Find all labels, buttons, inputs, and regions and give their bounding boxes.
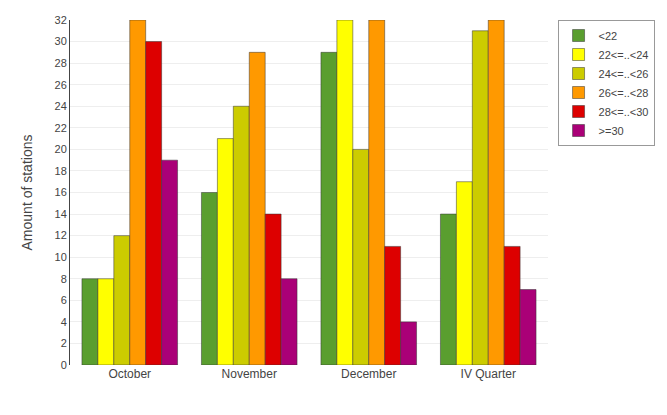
- svg-text:26: 26: [55, 79, 67, 91]
- svg-text:28<=..<30: 28<=..<30: [599, 106, 649, 118]
- svg-text:24<=..<26: 24<=..<26: [599, 68, 649, 80]
- svg-text:6: 6: [61, 294, 67, 306]
- svg-text:Amount of stations: Amount of stations: [19, 135, 35, 251]
- svg-text:14: 14: [55, 208, 67, 220]
- svg-text:2: 2: [61, 337, 67, 349]
- svg-text:22<=..<24: 22<=..<24: [599, 49, 649, 61]
- svg-text:10: 10: [55, 251, 67, 263]
- svg-text:0: 0: [61, 359, 67, 371]
- svg-text:24: 24: [55, 100, 67, 112]
- svg-text:4: 4: [61, 316, 67, 328]
- svg-text:20: 20: [55, 143, 67, 155]
- svg-text:>=30: >=30: [599, 125, 624, 137]
- svg-text:26<=..<28: 26<=..<28: [599, 87, 649, 99]
- svg-text:28: 28: [55, 57, 67, 69]
- svg-text:16: 16: [55, 186, 67, 198]
- svg-text:October: October: [108, 367, 151, 381]
- svg-text:32: 32: [55, 14, 67, 26]
- svg-text:<22: <22: [599, 30, 618, 42]
- svg-text:12: 12: [55, 229, 67, 241]
- svg-text:November: November: [222, 367, 277, 381]
- svg-text:22: 22: [55, 122, 67, 134]
- svg-text:IV Quarter: IV Quarter: [461, 367, 516, 381]
- svg-text:18: 18: [55, 165, 67, 177]
- svg-text:8: 8: [61, 273, 67, 285]
- svg-text:30: 30: [55, 35, 67, 47]
- svg-text:December: December: [341, 367, 396, 381]
